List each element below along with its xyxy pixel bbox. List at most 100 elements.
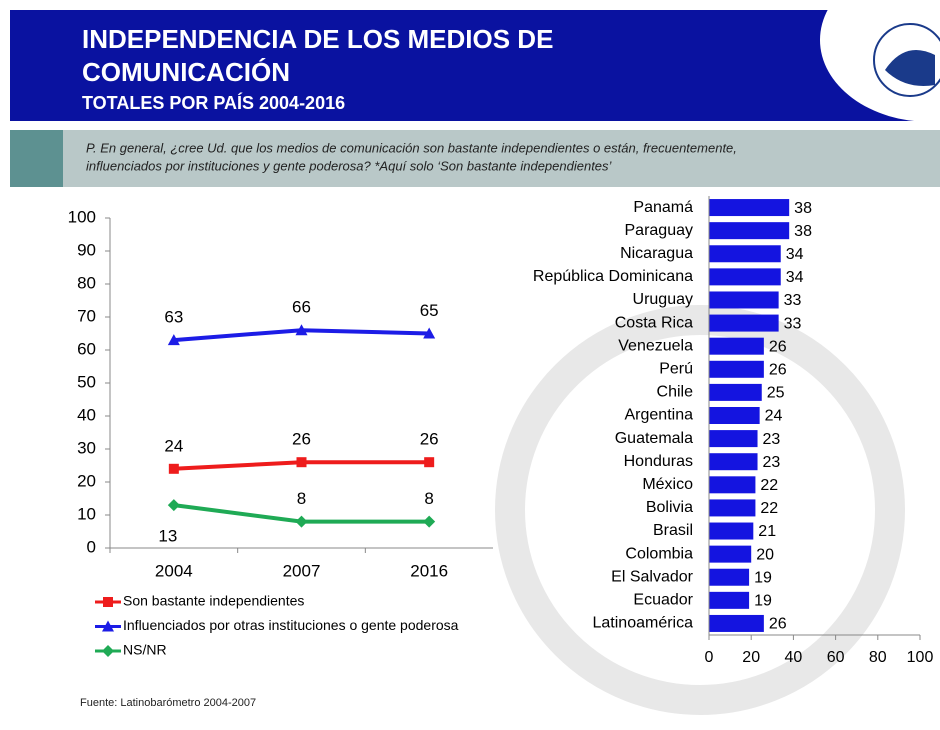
bar: [709, 592, 749, 609]
x-tick-label: 0: [705, 649, 714, 666]
question-tab: [10, 130, 63, 187]
data-label: 38: [794, 200, 812, 217]
x-tick-label: 60: [827, 649, 845, 666]
y-tick-label: 30: [77, 438, 96, 457]
category-label: Latinoamérica: [593, 615, 694, 632]
y-tick-label: 0: [87, 537, 96, 556]
data-label: 33: [784, 315, 802, 332]
y-tick-label: 70: [77, 306, 96, 325]
data-label: 20: [756, 546, 774, 563]
bar: [709, 245, 781, 262]
y-tick-label: 20: [77, 471, 96, 490]
source: Fuente: Latinobarómetro 2004-2007: [80, 697, 256, 709]
data-label: 26: [420, 430, 439, 449]
data-label: 22: [760, 477, 778, 494]
data-label: 26: [769, 616, 787, 633]
category-label: Perú: [659, 361, 693, 378]
bar: [709, 361, 764, 378]
data-label: 21: [758, 523, 776, 540]
category-label: El Salvador: [611, 568, 693, 585]
data-label: 26: [769, 362, 787, 379]
title: COMUNICACIÓN: [82, 57, 290, 87]
bar: [709, 569, 749, 586]
bar: [709, 615, 764, 632]
data-label: 66: [292, 298, 311, 317]
data-label: 23: [763, 431, 781, 448]
data-label: 13: [158, 527, 177, 546]
data-label: 38: [794, 223, 812, 240]
x-tick-label: 20: [742, 649, 760, 666]
bar: [709, 315, 779, 332]
y-tick-label: 100: [68, 207, 96, 226]
bar: [709, 199, 789, 216]
x-tick-label: 80: [869, 649, 887, 666]
x-tick-label: 2016: [410, 561, 448, 580]
bar: [709, 453, 758, 470]
data-label: 65: [420, 301, 439, 320]
bar: [709, 291, 779, 308]
question: influenciados por instituciones y gente …: [86, 158, 613, 173]
category-label: Nicaragua: [620, 245, 693, 262]
subtitle: TOTALES POR PAÍS 2004-2016: [82, 92, 345, 113]
category-label: Colombia: [625, 545, 693, 562]
bar: [709, 384, 762, 401]
watermark: [510, 320, 890, 700]
x-tick-label: 2007: [283, 561, 321, 580]
category-label: Guatemala: [615, 430, 693, 447]
bar: [709, 546, 751, 563]
marker: [169, 464, 179, 474]
data-label: 25: [767, 385, 785, 402]
x-tick-label: 100: [907, 649, 934, 666]
data-label: 8: [424, 489, 433, 508]
legend-label: Influenciados por otras instituciones o …: [123, 617, 459, 633]
category-label: Paraguay: [625, 222, 694, 239]
data-label: 34: [786, 246, 804, 263]
data-label: 19: [754, 593, 772, 610]
y-tick-label: 10: [77, 504, 96, 523]
bar: [709, 407, 760, 424]
category-label: Costa Rica: [615, 314, 693, 331]
page: INDEPENDENCIA DE LOS MEDIOS DE COMUNICAC…: [0, 0, 940, 725]
marker: [297, 457, 307, 467]
data-label: 23: [763, 454, 781, 471]
marker: [423, 516, 435, 528]
slide: INDEPENDENCIA DE LOS MEDIOS DE COMUNICAC…: [0, 0, 940, 725]
data-label: 34: [786, 269, 804, 286]
x-tick-label: 2004: [155, 561, 193, 580]
y-tick-label: 60: [77, 339, 96, 358]
category-label: Honduras: [624, 453, 693, 470]
marker: [103, 597, 113, 607]
category-label: Brasil: [653, 522, 693, 539]
data-label: 26: [769, 338, 787, 355]
bar: [709, 499, 755, 516]
bar: [709, 222, 789, 239]
marker: [424, 457, 434, 467]
category-label: Bolivia: [646, 499, 693, 516]
bar: [709, 523, 753, 540]
bar: [709, 430, 758, 447]
marker: [102, 645, 114, 657]
legend-label: Son bastante independientes: [123, 593, 304, 609]
category-label: Ecuador: [633, 592, 693, 609]
y-tick-label: 80: [77, 273, 96, 292]
data-label: 19: [754, 569, 772, 586]
data-label: 63: [164, 308, 183, 327]
data-label: 24: [765, 408, 783, 425]
category-label: Panamá: [633, 199, 693, 216]
data-label: 33: [784, 292, 802, 309]
y-tick-label: 50: [77, 372, 96, 391]
y-tick-label: 90: [77, 240, 96, 259]
data-label: 22: [760, 500, 778, 517]
category-label: Chile: [657, 384, 694, 401]
category-label: Venezuela: [618, 337, 693, 354]
data-label: 26: [292, 430, 311, 449]
bar: [709, 338, 764, 355]
x-tick-label: 40: [785, 649, 803, 666]
data-label: 24: [164, 436, 183, 455]
title: INDEPENDENCIA DE LOS MEDIOS DE: [82, 24, 553, 54]
question: P. En general, ¿cree Ud. que los medios …: [86, 140, 737, 155]
category-label: Argentina: [625, 407, 694, 424]
y-tick-label: 40: [77, 405, 96, 424]
category-label: Uruguay: [633, 291, 693, 308]
bar: [709, 268, 781, 285]
